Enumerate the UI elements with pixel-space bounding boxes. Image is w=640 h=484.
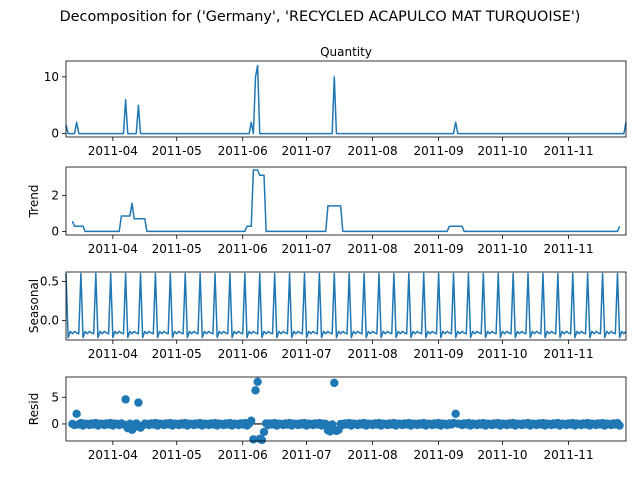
x-tick-label: 2011-10 bbox=[477, 144, 527, 158]
x-tick-label: 2011-04 bbox=[88, 448, 138, 462]
resid-point bbox=[327, 420, 337, 429]
resid-point bbox=[261, 419, 271, 428]
x-tick-label: 2011-08 bbox=[348, 448, 398, 462]
x-tick-label: 2011-04 bbox=[88, 242, 138, 256]
y-axis-label: Trend bbox=[27, 185, 41, 219]
x-tick-label: 2011-07 bbox=[282, 448, 332, 462]
y-tick-label: 0 bbox=[51, 417, 59, 431]
resid-point bbox=[257, 435, 267, 445]
series-line-seasonal bbox=[65, 272, 627, 339]
x-tick-label: 2011-08 bbox=[348, 242, 398, 256]
x-tick-label: 2011-09 bbox=[414, 144, 464, 158]
axes-frame bbox=[65, 60, 627, 138]
y-tick-label: 0 bbox=[51, 224, 59, 238]
panel-title: Quantity bbox=[320, 45, 372, 59]
resid-point bbox=[72, 409, 81, 418]
x-tick-label: 2011-09 bbox=[414, 448, 464, 462]
resid-point bbox=[334, 425, 343, 434]
panel-trend: Trend 2011-04 2011-05 2011-06 2011-07 2011-08… bbox=[27, 166, 627, 256]
y-tick-label: 2 bbox=[51, 189, 59, 203]
x-tick-label: 2011-05 bbox=[152, 242, 202, 256]
y-tick-label: 0.0 bbox=[40, 313, 59, 327]
resid-point bbox=[249, 435, 258, 444]
x-tick-label: 2011-10 bbox=[477, 448, 527, 462]
x-tick-label: 2011-04 bbox=[88, 144, 138, 158]
resid-point bbox=[129, 422, 139, 432]
y-tick-label: 5 bbox=[51, 390, 59, 404]
resid-point bbox=[615, 421, 624, 430]
x-tick-label: 2011-11 bbox=[543, 347, 593, 361]
resid-point bbox=[247, 416, 256, 425]
x-tick-label: 2011-07 bbox=[282, 144, 332, 158]
x-tick-label: 2011-05 bbox=[152, 448, 202, 462]
y-tick-label: 10 bbox=[44, 70, 59, 84]
x-tick-label: 2011-11 bbox=[543, 144, 593, 158]
x-tick-label: 2011-06 bbox=[218, 448, 268, 462]
x-tick-label: 2011-10 bbox=[477, 242, 527, 256]
series-line-trend bbox=[71, 169, 621, 233]
axes-frame bbox=[65, 166, 627, 236]
x-tick-label: 2011-04 bbox=[88, 347, 138, 361]
resid-point bbox=[136, 423, 145, 432]
resid-point bbox=[251, 386, 260, 395]
resid-point bbox=[253, 377, 262, 386]
resid-point bbox=[121, 395, 130, 404]
axes-frame bbox=[65, 376, 627, 442]
series-line-quantity bbox=[65, 64, 627, 135]
x-tick-label: 2011-08 bbox=[348, 144, 398, 158]
x-tick-label: 2011-09 bbox=[414, 242, 464, 256]
resid-point bbox=[134, 398, 143, 407]
resid-point bbox=[451, 409, 460, 418]
resid-point bbox=[330, 378, 339, 388]
panel-resid: Resid 2011-04 2011-05 2011-06 2011-07 2011-08… bbox=[27, 376, 627, 462]
x-tick-label: 2011-09 bbox=[414, 347, 464, 361]
x-tick-label: 2011-08 bbox=[348, 347, 398, 361]
y-axis-label: Seasonal bbox=[27, 279, 41, 333]
x-tick-label: 2011-07 bbox=[282, 242, 332, 256]
x-tick-label: 2011-06 bbox=[218, 347, 268, 361]
figure-suptitle: Decomposition for ('Germany', 'RECYCLED … bbox=[60, 9, 581, 25]
resid-point bbox=[259, 427, 269, 437]
y-tick-label: 0.5 bbox=[40, 274, 59, 288]
y-axis-label: Resid bbox=[27, 393, 41, 425]
x-tick-label: 2011-11 bbox=[543, 242, 593, 256]
y-tick-label: 0 bbox=[51, 127, 59, 141]
x-tick-label: 2011-05 bbox=[152, 144, 202, 158]
panel-seasonal: Seasonal 2011-04 2011-05 2011-06 2011-07 2011… bbox=[27, 271, 627, 361]
panel-quantity: Quantity 2011-04 2011-05 2011-06 2011-07 2011… bbox=[44, 45, 627, 158]
resid-point bbox=[325, 427, 335, 436]
resid-point bbox=[321, 419, 330, 429]
x-tick-label: 2011-06 bbox=[218, 144, 268, 158]
x-tick-label: 2011-11 bbox=[543, 448, 593, 462]
x-tick-label: 2011-10 bbox=[477, 347, 527, 361]
x-tick-label: 2011-07 bbox=[282, 347, 332, 361]
axes-frame bbox=[65, 271, 627, 341]
x-tick-label: 2011-06 bbox=[218, 242, 268, 256]
x-tick-label: 2011-05 bbox=[152, 347, 202, 361]
